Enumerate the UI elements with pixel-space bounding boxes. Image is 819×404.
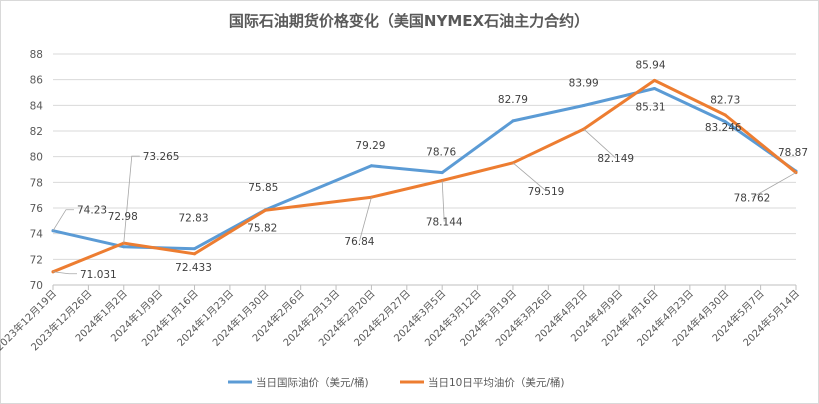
data-point (723, 120, 727, 124)
y-tick-label: 72 (30, 254, 43, 266)
data-label: 82.149 (597, 153, 634, 165)
data-label: 79.29 (355, 140, 385, 152)
data-point (723, 113, 727, 117)
leader-line (751, 172, 797, 198)
legend-label: 当日国际油价（美元/桶) (256, 376, 369, 389)
data-point (652, 78, 656, 82)
data-point (511, 119, 515, 123)
y-tick-label: 78 (30, 177, 43, 189)
y-tick-label: 86 (30, 75, 44, 87)
data-point (193, 252, 197, 256)
data-point (652, 87, 656, 91)
leader-line (52, 209, 74, 231)
leader-line (123, 155, 140, 244)
data-label: 83.99 (569, 77, 599, 89)
data-point (440, 171, 444, 175)
leader-line (583, 128, 616, 159)
y-tick-label: 84 (30, 100, 44, 112)
data-label: 72.433 (175, 262, 212, 274)
data-point (582, 103, 586, 107)
leader-line (359, 197, 372, 242)
y-tick-label: 70 (30, 280, 43, 292)
legend-label: 当日10日平均油价（美元/桶) (428, 376, 565, 389)
data-label: 76.84 (344, 236, 374, 248)
leader-line (512, 162, 547, 192)
data-label: 83.246 (705, 122, 742, 134)
data-point (193, 247, 197, 251)
data-label: 74.23 (77, 205, 107, 217)
label-leaders (52, 128, 797, 275)
data-point (369, 164, 373, 168)
data-label: 78.144 (426, 216, 463, 228)
data-label: 79.519 (528, 186, 565, 198)
data-point (122, 245, 126, 249)
gridlines (53, 53, 796, 286)
data-label: 78.76 (426, 147, 456, 159)
y-tick-label: 74 (30, 229, 44, 241)
data-label: 75.85 (248, 182, 278, 194)
data-label: 82.79 (498, 94, 528, 106)
data-label: 71.031 (80, 269, 117, 281)
leader-line (441, 180, 445, 222)
chart-title: 国际石油期货价格变化（美国NYMEX石油主力合约） (229, 12, 589, 30)
data-label: 75.82 (247, 222, 277, 234)
data-label: 73.265 (143, 151, 180, 163)
y-axis-ticks: 70 72 74 76 78 80 82 84 86 88 (30, 49, 44, 292)
data-label: 78.87 (778, 147, 808, 159)
data-label: 78.762 (734, 193, 771, 205)
data-label: 82.73 (710, 95, 740, 107)
data-label: 85.94 (635, 59, 665, 71)
y-tick-label: 82 (30, 126, 43, 138)
y-tick-label: 80 (30, 152, 43, 164)
leader-line (52, 271, 77, 275)
y-tick-label: 88 (30, 49, 43, 61)
y-tick-label: 76 (30, 203, 44, 215)
data-label: 85.31 (635, 102, 665, 114)
data-point (263, 208, 267, 212)
legend: 当日国际油价（美元/桶) 当日10日平均油价（美元/桶) (228, 376, 565, 389)
data-label: 72.83 (178, 213, 208, 225)
data-label: 72.98 (108, 211, 138, 223)
